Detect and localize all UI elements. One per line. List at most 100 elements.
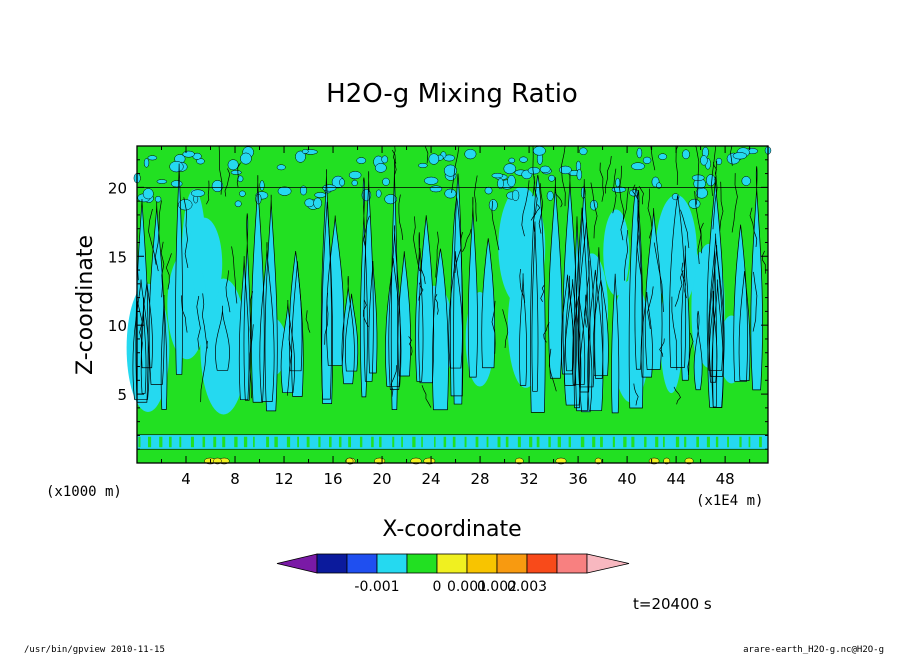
contour-line: [225, 270, 231, 313]
contour-line: [573, 216, 581, 409]
contour-line: [694, 190, 702, 265]
cyan-cell: [356, 157, 367, 164]
contour-line: [363, 215, 370, 246]
cyan-cell: [546, 190, 554, 201]
contour-line: [368, 261, 378, 374]
band-gap: [412, 436, 416, 448]
contour-line: [638, 186, 644, 205]
contour-line: [673, 386, 681, 405]
contour-line: [264, 194, 278, 412]
contour-line: [659, 338, 665, 357]
cyan-region: [660, 278, 683, 394]
band-gap: [759, 436, 762, 448]
colorbar-cell: [376, 553, 408, 574]
contour-line: [712, 251, 718, 408]
contour-line: [481, 238, 496, 369]
cyan-cell: [169, 160, 184, 173]
cyan-cell: [576, 168, 582, 181]
contour-line: [712, 160, 718, 230]
contour-line: [291, 261, 304, 397]
contour-line: [345, 293, 359, 372]
band-gap: [274, 436, 278, 448]
band-gap: [421, 436, 423, 448]
contour-line: [231, 246, 238, 304]
x-unit-right: (x1E4 m): [696, 493, 763, 509]
plot-area: [126, 145, 772, 465]
cyan-cell: [497, 178, 504, 190]
contour-line: [160, 294, 168, 410]
contour-line: [531, 221, 539, 392]
cyan-cell: [424, 176, 439, 185]
cyan-cell: [741, 176, 751, 186]
contour-line: [687, 332, 694, 376]
cyan-cell: [642, 156, 652, 164]
cyan-cell: [351, 179, 358, 187]
contour-line: [391, 149, 397, 175]
contour-line: [538, 183, 544, 234]
cyan-cell: [295, 150, 306, 163]
cyan-cell: [488, 199, 498, 211]
contour-line: [700, 222, 704, 254]
contour-line: [548, 177, 563, 379]
cyan-cell: [182, 150, 195, 158]
cyan-cell: [706, 174, 716, 187]
axis-ticks: [137, 146, 768, 463]
x-unit-left: (x1000 m): [46, 484, 122, 500]
colorbar-cell: [466, 553, 498, 574]
contour-line: [165, 253, 172, 290]
contour-line: [752, 271, 758, 332]
contour-line: [533, 176, 538, 232]
contour-line: [412, 216, 420, 272]
contour-line: [548, 348, 557, 392]
contour-line: [680, 245, 690, 381]
contour-line: [583, 260, 590, 328]
band-gap: [234, 436, 238, 448]
band-gap: [612, 436, 615, 448]
contour-line: [251, 175, 265, 403]
contour-line: [681, 262, 687, 299]
contour-line: [540, 284, 545, 302]
x-tick-label: 40: [618, 470, 637, 488]
cyan-cell: [374, 163, 387, 173]
cyan-cell: [227, 159, 239, 171]
cyan-cell: [503, 163, 516, 175]
y-tick-labels: 5 10 15 20: [108, 179, 127, 404]
band-gap: [297, 436, 299, 448]
cyan-cell: [508, 157, 516, 164]
contour-line: [132, 279, 150, 400]
x-tick-label: 20: [373, 470, 392, 488]
band-gap: [675, 436, 680, 448]
contour-line: [408, 336, 413, 356]
cyan-cell: [322, 184, 337, 192]
cyan-cell: [615, 177, 621, 188]
contour-line: [719, 181, 724, 231]
contour-line: [421, 385, 432, 408]
contour-line: [572, 296, 586, 385]
band-gap: [600, 436, 603, 448]
band-gap: [147, 436, 152, 448]
contour-line: [341, 275, 355, 385]
cyan-cell: [579, 147, 588, 156]
colorbar-cell: [346, 553, 378, 574]
contour-line: [388, 225, 401, 390]
contour-line: [418, 282, 424, 301]
contour-line: [706, 177, 724, 371]
cyan-cell: [313, 197, 322, 209]
cyan-region: [178, 273, 197, 356]
contour-line: [390, 365, 397, 397]
contour-line: [519, 268, 526, 304]
contour-line: [183, 197, 189, 268]
contour-line: [708, 245, 725, 377]
colorbar-tick-label: 0: [433, 579, 442, 595]
band-gap: [348, 436, 352, 448]
y-tick-label: 5: [117, 386, 127, 404]
colorbar-tick-label: 0.002: [477, 579, 517, 595]
cyan-cell: [464, 148, 477, 160]
contour-line: [707, 233, 724, 408]
contour-line: [640, 291, 653, 378]
contour-line: [200, 340, 208, 403]
band-gap: [379, 436, 382, 448]
cyan-cell: [428, 153, 440, 165]
cyan-cell: [548, 174, 555, 182]
contour-line: [419, 247, 426, 284]
